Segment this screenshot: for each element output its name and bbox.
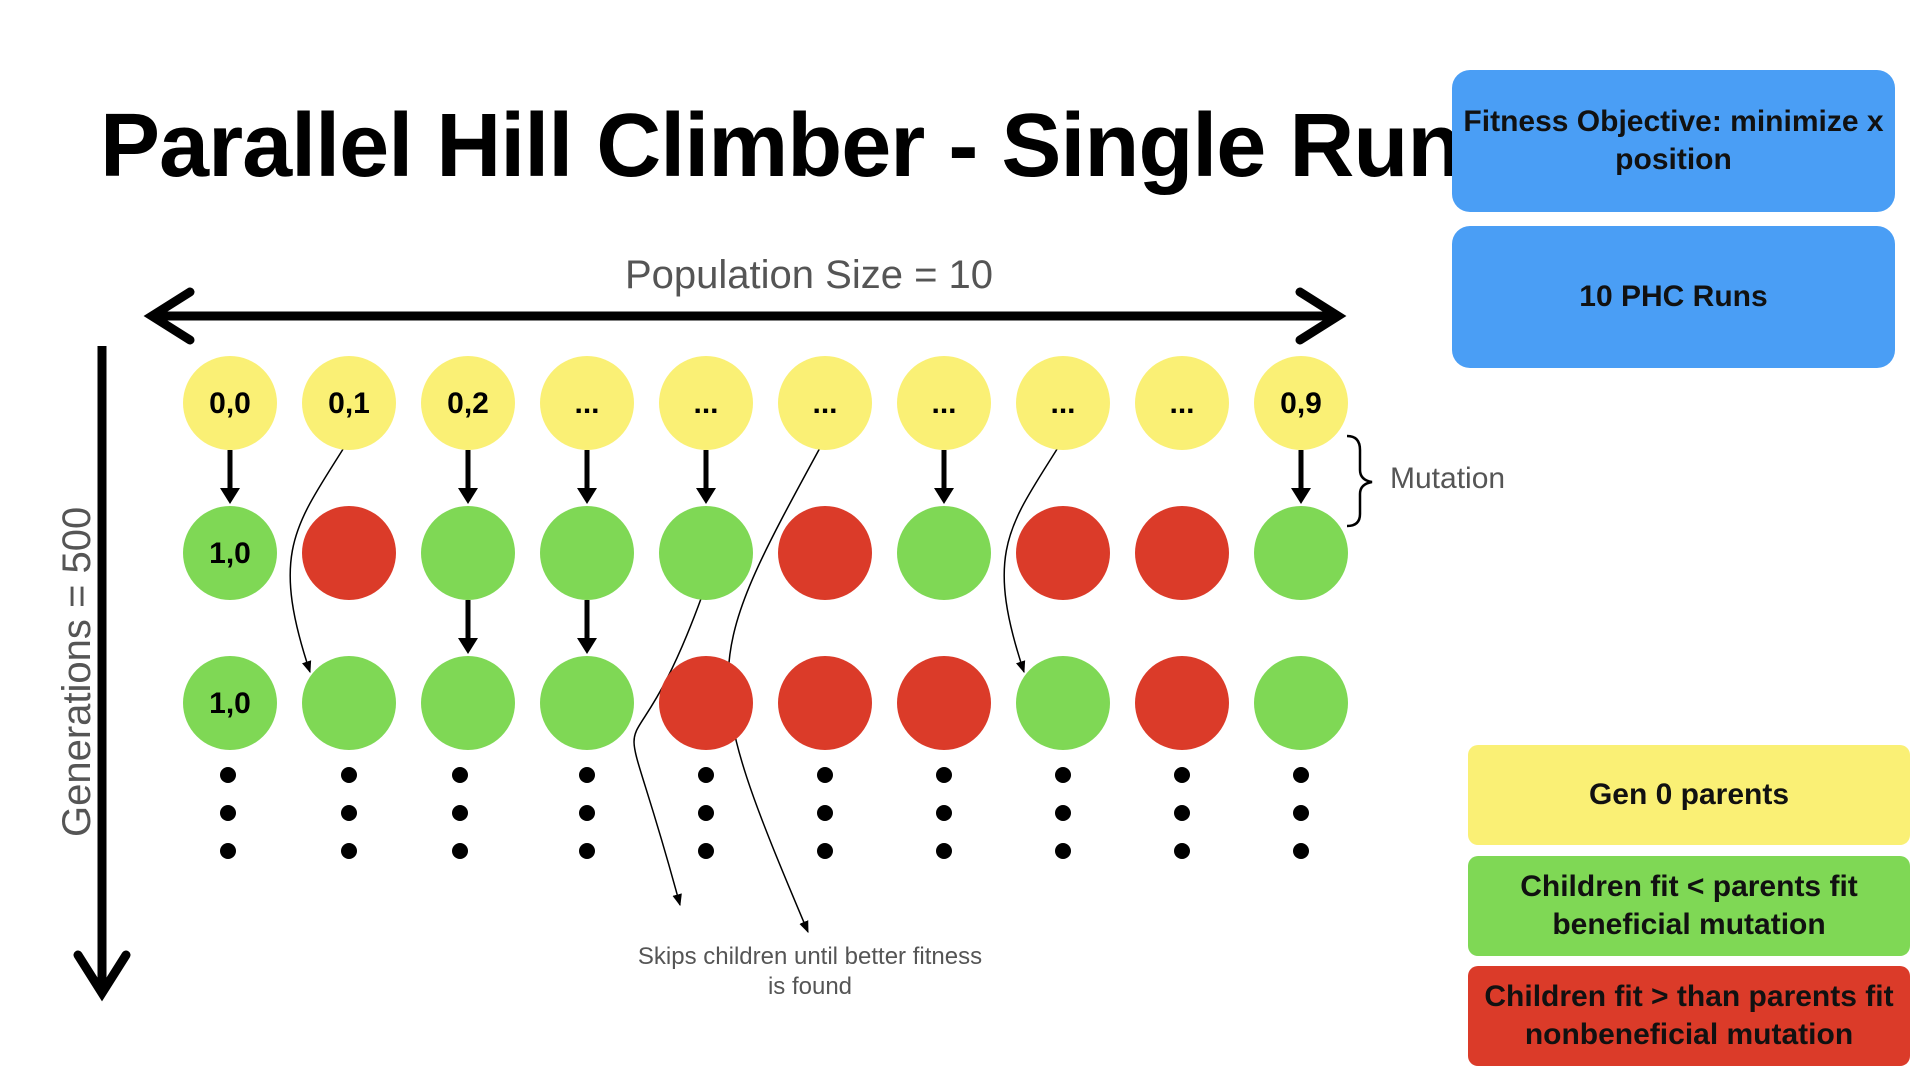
individual-node-r2-c5 — [778, 656, 872, 750]
mutation-arrowhead-2 — [577, 488, 597, 504]
continuation-dot-c3-2 — [579, 843, 595, 859]
node-label-r0-c5: ... — [812, 387, 837, 420]
individual-node-r2-c6 — [897, 656, 991, 750]
continuation-dot-c7-1 — [1055, 805, 1071, 821]
node-label-r0-c8: ... — [1169, 387, 1194, 420]
page-title: Parallel Hill Climber - Single Run — [100, 96, 1462, 196]
individual-node-r0-c9 — [1254, 356, 1348, 450]
individual-node-r2-c7 — [1016, 656, 1110, 750]
individual-node-r0-c5 — [778, 356, 872, 450]
individual-node-r2-c8 — [1135, 656, 1229, 750]
individual-node-r2-c9 — [1254, 656, 1348, 750]
continuation-dot-c0-1 — [220, 805, 236, 821]
continuation-dot-c8-1 — [1174, 805, 1190, 821]
node-label-r0-c7: ... — [1050, 387, 1075, 420]
node-label-r0-c6: ... — [931, 387, 956, 420]
node-label-r0-c2: 0,2 — [447, 387, 489, 420]
continuation-dot-c5-1 — [817, 805, 833, 821]
phc-runs-box: 10 PHC Runs — [1452, 226, 1895, 368]
mutation-label: Mutation — [1390, 462, 1506, 495]
continuation-dot-c4-2 — [698, 843, 714, 859]
population-arrow — [143, 287, 1347, 345]
individual-node-r0-c1 — [302, 356, 396, 450]
continuation-dot-c9-0 — [1293, 767, 1309, 783]
skip-arrow-1 — [1003, 445, 1060, 674]
continuation-dot-c5-2 — [817, 843, 833, 859]
continuation-dot-c6-0 — [936, 767, 952, 783]
population-size-label: Population Size = 10 — [625, 253, 994, 297]
mutation-arrowhead-5 — [1291, 488, 1311, 504]
mutation-arrowhead-3 — [696, 488, 716, 504]
individual-node-r0-c4 — [659, 356, 753, 450]
continuation-dot-c2-2 — [452, 843, 468, 859]
continuation-dot-c3-1 — [579, 805, 595, 821]
individual-node-r1-c8 — [1135, 506, 1229, 600]
individual-node-r0-c2 — [421, 356, 515, 450]
fitness-objective-box: Fitness Objective: minimize x position — [1452, 70, 1895, 212]
mutation-arrowhead-4 — [934, 488, 954, 504]
node-label-r0-c0: 0,0 — [209, 387, 251, 420]
continuation-dot-c5-0 — [817, 767, 833, 783]
continuation-dot-c3-0 — [579, 767, 595, 783]
continuation-dot-c1-0 — [341, 767, 357, 783]
mutation-arrowhead-1 — [458, 488, 478, 504]
continuation-dot-c1-2 — [341, 843, 357, 859]
continuation-dot-c6-1 — [936, 805, 952, 821]
individual-node-r1-c1 — [302, 506, 396, 600]
generations-arrow — [73, 346, 131, 1002]
skip-arrow-2 — [633, 595, 703, 907]
generations-label: Generations = 500 — [55, 506, 99, 837]
individual-node-r1-c4 — [659, 506, 753, 600]
continuation-dot-c4-1 — [698, 805, 714, 821]
legend-gen0-parents: Gen 0 parents — [1468, 745, 1910, 845]
continuation-dot-c9-2 — [1293, 843, 1309, 859]
individual-node-r1-c9 — [1254, 506, 1348, 600]
node-label-r0-c3: ... — [574, 387, 599, 420]
mutation-brace — [1346, 434, 1373, 528]
individual-node-r1-c3 — [540, 506, 634, 600]
individual-node-r2-c3 — [540, 656, 634, 750]
individual-node-r1-c5 — [778, 506, 872, 600]
legend-beneficial-mutation: Children fit < parents fit beneficial mu… — [1468, 856, 1910, 956]
node-label-r0-c1: 0,1 — [328, 387, 370, 420]
legend-nonbeneficial-mutation: Children fit > than parents fit nonbenef… — [1468, 966, 1910, 1066]
individual-node-r1-c0 — [183, 506, 277, 600]
mutation-arrowhead-6 — [458, 638, 478, 654]
continuation-dot-c2-1 — [452, 805, 468, 821]
node-label-r0-c9: 0,9 — [1280, 387, 1322, 420]
individual-node-r2-c1 — [302, 656, 396, 750]
individual-node-r0-c8 — [1135, 356, 1229, 450]
continuation-dot-c8-2 — [1174, 843, 1190, 859]
individual-node-r1-c7 — [1016, 506, 1110, 600]
continuation-dot-c7-2 — [1055, 843, 1071, 859]
continuation-dot-c2-0 — [452, 767, 468, 783]
continuation-dot-c4-0 — [698, 767, 714, 783]
continuation-dot-c9-1 — [1293, 805, 1309, 821]
individual-node-r0-c7 — [1016, 356, 1110, 450]
individual-node-r0-c6 — [897, 356, 991, 450]
continuation-dot-c0-0 — [220, 767, 236, 783]
continuation-dot-c7-0 — [1055, 767, 1071, 783]
continuation-dot-c6-2 — [936, 843, 952, 859]
node-label-r0-c4: ... — [693, 387, 718, 420]
individual-node-r2-c2 — [421, 656, 515, 750]
continuation-dot-c8-0 — [1174, 767, 1190, 783]
individual-node-r0-c3 — [540, 356, 634, 450]
mutation-arrowhead-7 — [577, 638, 597, 654]
individual-node-r1-c2 — [421, 506, 515, 600]
continuation-dot-c1-1 — [341, 805, 357, 821]
skip-children-note: Skips children until better fitness is f… — [637, 943, 983, 1000]
individual-node-r2-c4 — [659, 656, 753, 750]
individual-node-r0-c0 — [183, 356, 277, 450]
node-label-r2-c0: 1,0 — [209, 687, 251, 720]
skip-arrow-0 — [289, 445, 346, 674]
node-label-r1-c0: 1,0 — [209, 537, 251, 570]
individual-node-r2-c0 — [183, 656, 277, 750]
mutation-arrowhead-0 — [220, 488, 240, 504]
continuation-dot-c0-2 — [220, 843, 236, 859]
individual-node-r1-c6 — [897, 506, 991, 600]
